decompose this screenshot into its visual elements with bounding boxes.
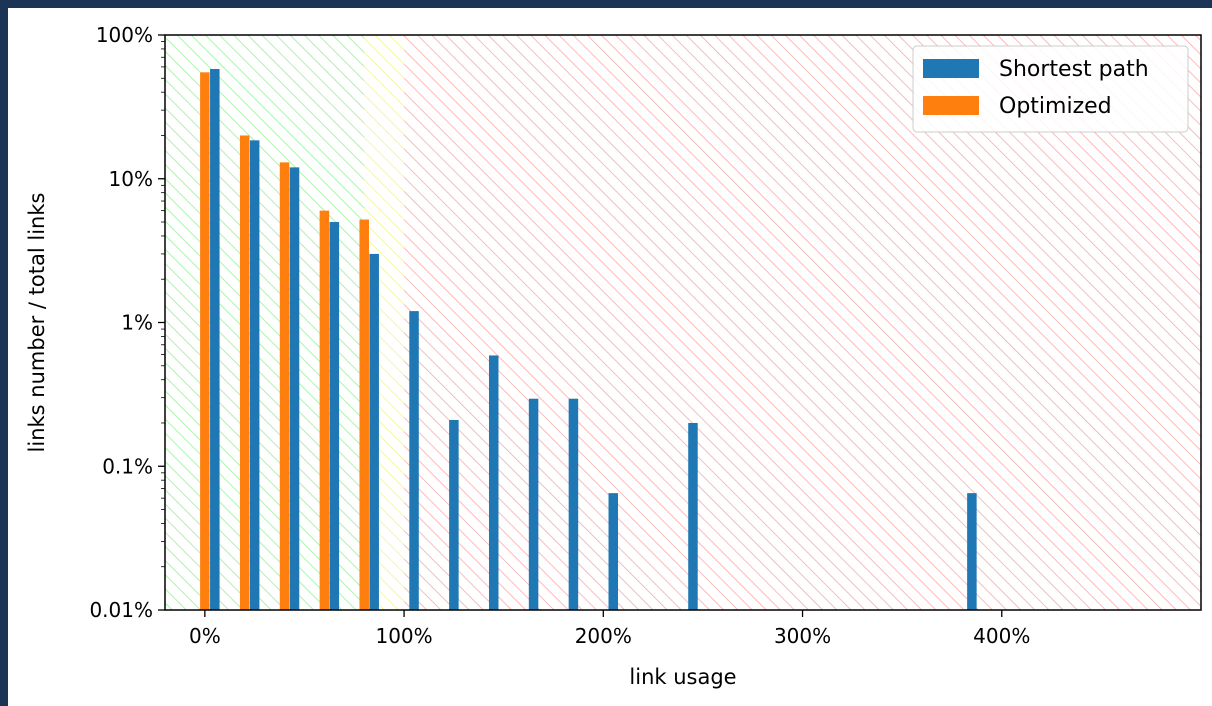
legend-swatch-optimized: [923, 96, 979, 115]
y-tick-label: 0.01%: [89, 598, 153, 622]
axes: 0.01% 0.1% 1% 10% 100% 0% 100% 200% 300% 400%: [89, 23, 1202, 648]
y-tick-label: 10%: [109, 167, 153, 191]
bar-shortest-path: [249, 140, 260, 611]
x-tick-label: 100%: [375, 624, 432, 648]
bars: [200, 69, 977, 611]
legend-label-shortest-path: Shortest path: [999, 57, 1149, 82]
bar-shortest-path: [289, 167, 300, 611]
bar-optimized: [200, 72, 210, 610]
bar-shortest-path: [967, 493, 977, 610]
y-tick-label: 1%: [121, 311, 153, 335]
bar-shortest-path: [449, 419, 459, 610]
x-tick-label: 200%: [575, 624, 632, 648]
bar-optimized: [279, 162, 290, 610]
legend: Shortest path Optimized: [912, 45, 1189, 133]
y-axis-label: links number / total links: [25, 193, 49, 453]
bar-shortest-path: [568, 398, 579, 610]
bar-optimized: [239, 135, 250, 610]
x-axis-label: link usage: [629, 665, 736, 689]
bar-shortest-path: [369, 253, 379, 610]
bar-shortest-path: [688, 422, 698, 610]
x-tick-label: 0%: [189, 624, 221, 648]
bar-shortest-path: [528, 398, 539, 610]
legend-box: [912, 45, 1189, 133]
x-tick-label: 300%: [774, 624, 831, 648]
bar-optimized: [359, 219, 369, 610]
chart-figure: 0.01% 0.1% 1% 10% 100% 0% 100% 200% 300% 400% lin…: [8, 8, 1212, 706]
y-tick-label: 100%: [96, 23, 153, 47]
x-tick-label: 400%: [973, 624, 1030, 648]
legend-label-optimized: Optimized: [999, 94, 1112, 119]
bar-shortest-path: [409, 311, 419, 610]
bar-optimized: [319, 210, 330, 611]
bar-shortest-path: [608, 493, 619, 610]
legend-swatch-shortest-path: [923, 59, 979, 78]
bar-shortest-path: [210, 69, 220, 611]
y-tick-label: 0.1%: [102, 454, 153, 478]
bar-chart: 0.01% 0.1% 1% 10% 100% 0% 100% 200% 300% 400% lin…: [25, 23, 1202, 689]
bar-shortest-path: [329, 222, 340, 610]
bar-shortest-path: [488, 355, 499, 610]
